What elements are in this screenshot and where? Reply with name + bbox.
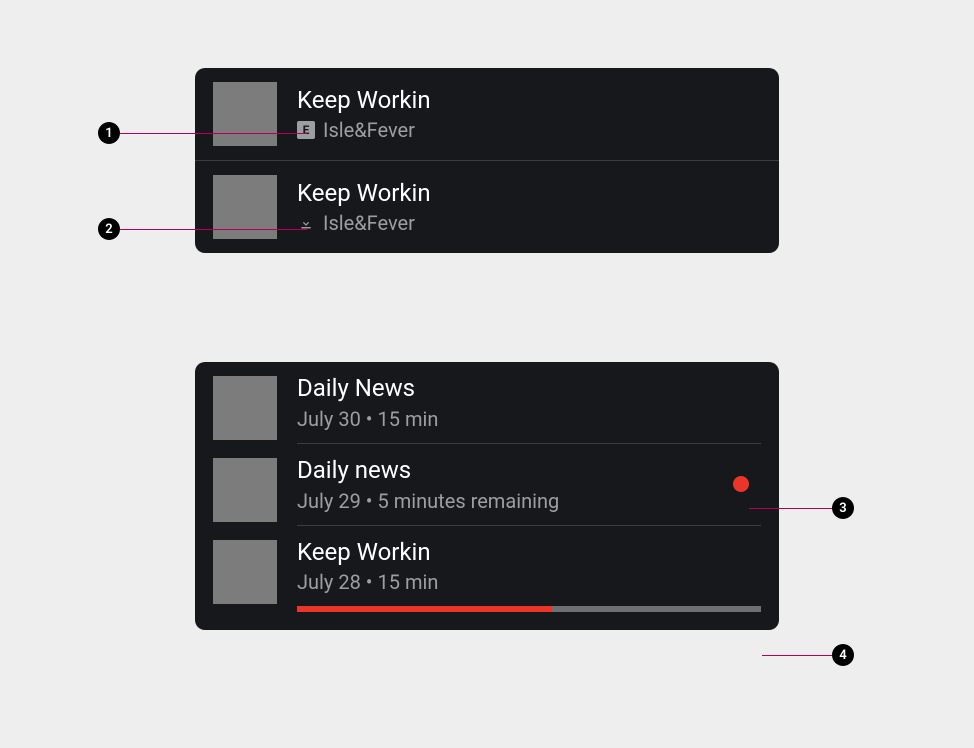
- album-art-placeholder: [213, 82, 277, 146]
- track-text: Keep Workin E Isle&Fever: [297, 86, 761, 143]
- episode-meta: July 28 • 15 min: [297, 570, 761, 594]
- callout-marker: 2: [98, 218, 120, 240]
- unplayed-dot-icon: [733, 476, 749, 492]
- callout-marker: 3: [832, 497, 854, 519]
- track-row[interactable]: Keep Workin Isle&Fever: [195, 161, 779, 253]
- episode-title: Daily News: [297, 374, 761, 403]
- callout-line: [120, 229, 307, 230]
- callout-line: [749, 508, 832, 509]
- track-artist: Isle&Fever: [323, 118, 415, 142]
- episode-art-placeholder: [213, 376, 277, 440]
- track-title: Keep Workin: [297, 179, 761, 208]
- episode-art-placeholder: [213, 458, 277, 522]
- callout-line: [120, 133, 307, 134]
- episode-row[interactable]: Keep Workin July 28 • 15 min: [195, 526, 779, 631]
- episode-row[interactable]: Daily News July 30 • 15 min: [195, 362, 779, 444]
- episode-meta: July 30 • 15 min: [297, 407, 761, 431]
- callout-line: [762, 655, 832, 656]
- track-title: Keep Workin: [297, 86, 761, 115]
- row-divider: [297, 525, 761, 526]
- episode-title: Keep Workin: [297, 538, 761, 567]
- episode-art-placeholder: [213, 540, 277, 604]
- explicit-badge-icon: E: [297, 121, 315, 139]
- track-subtitle: Isle&Fever: [297, 211, 761, 235]
- episode-content: Daily News July 30 • 15 min: [297, 374, 761, 444]
- progress-fill: [297, 606, 552, 612]
- track-text: Keep Workin Isle&Fever: [297, 179, 761, 236]
- music-list-panel: Keep Workin E Isle&Fever Keep Workin Isl…: [195, 68, 779, 253]
- episode-content: Keep Workin July 28 • 15 min: [297, 538, 761, 613]
- episode-meta: July 29 • 5 minutes remaining: [297, 489, 733, 513]
- callout-marker: 4: [832, 644, 854, 666]
- row-divider: [297, 443, 761, 444]
- callout-marker: 1: [98, 122, 120, 144]
- track-subtitle: E Isle&Fever: [297, 118, 761, 142]
- progress-bar[interactable]: [297, 606, 761, 612]
- track-row[interactable]: Keep Workin E Isle&Fever: [195, 68, 779, 160]
- track-artist: Isle&Fever: [323, 211, 415, 235]
- episode-title: Daily news: [297, 456, 733, 485]
- episode-row[interactable]: Daily news July 29 • 5 minutes remaining: [195, 444, 779, 526]
- episode-content: Daily news July 29 • 5 minutes remaining: [297, 456, 761, 526]
- episode-list-panel: Daily News July 30 • 15 min Daily news J…: [195, 362, 779, 630]
